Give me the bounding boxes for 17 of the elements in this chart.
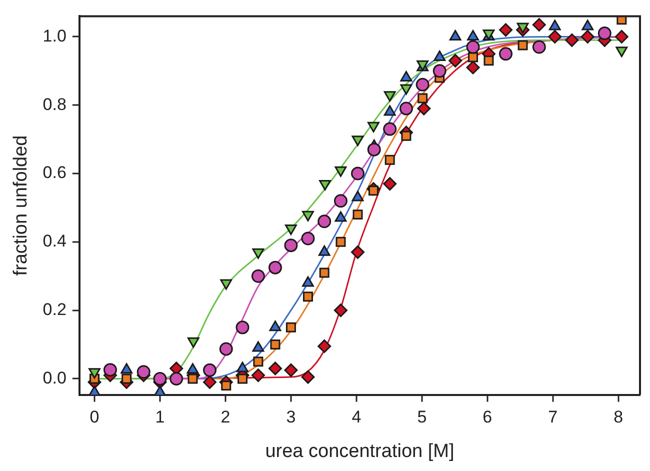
- y-axis-title: fraction unfolded: [10, 135, 32, 276]
- y-tick-label: 0.0: [42, 368, 66, 388]
- x-tick-label: 3: [286, 408, 296, 427]
- x-tick-label: 6: [482, 408, 492, 427]
- y-tick-label: 0.4: [42, 232, 66, 251]
- y-tick-label: 0.6: [42, 163, 66, 182]
- x-tick-label: 8: [614, 408, 624, 427]
- x-tick-label: 4: [352, 408, 362, 427]
- x-tick-label: 7: [548, 408, 558, 427]
- y-tick-label: 1.0: [42, 26, 66, 46]
- y-tick-label: 0.2: [42, 300, 66, 320]
- x-tick-label: 1: [155, 408, 165, 427]
- x-tick-label: 0: [90, 408, 100, 427]
- x-tick-label: 2: [220, 408, 230, 427]
- x-axis-title: urea concentration [M]: [265, 440, 454, 462]
- y-tick-label: 0.8: [42, 94, 66, 114]
- x-tick-label: 5: [417, 408, 427, 427]
